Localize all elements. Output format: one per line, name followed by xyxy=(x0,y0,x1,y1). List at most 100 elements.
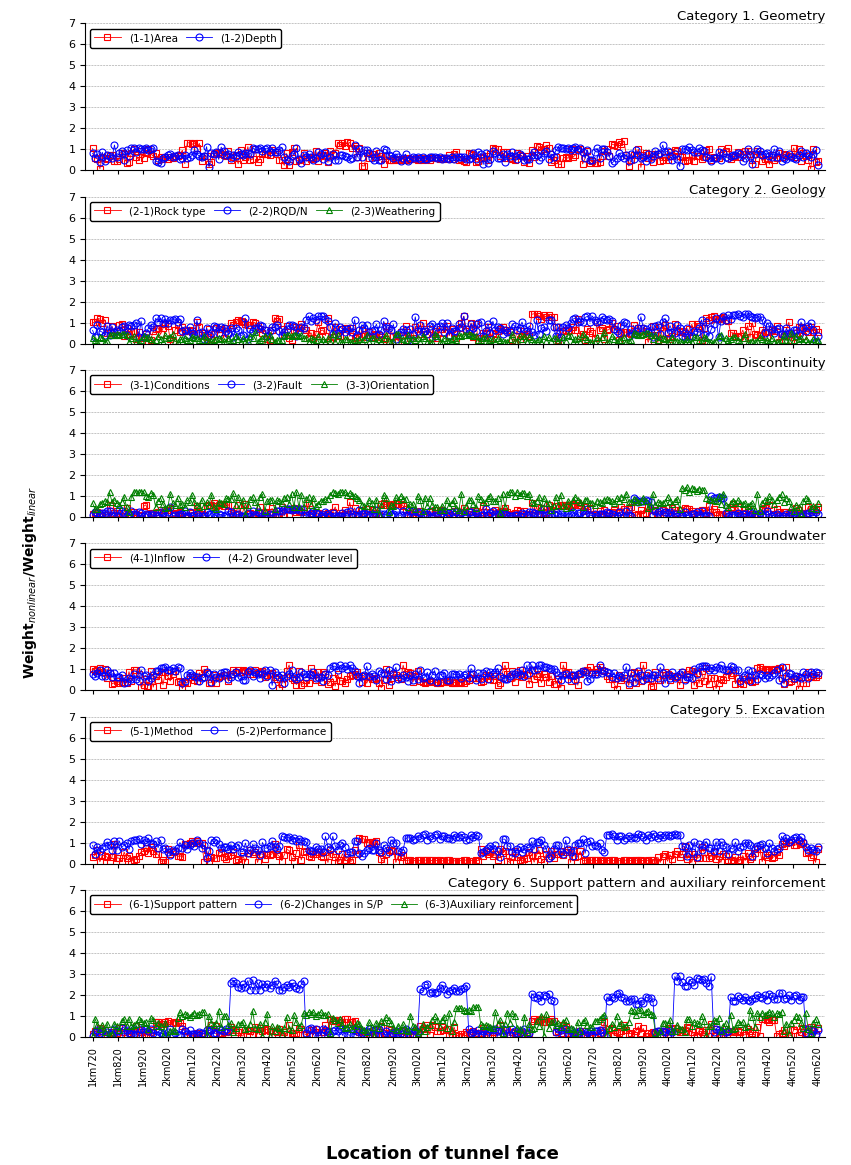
(2-2)RQD/N xyxy=(90,330,100,344)
Line: (5-1)Method: (5-1)Method xyxy=(89,835,821,866)
(3-1)Conditions xyxy=(536,501,546,515)
(3-3)Orientation xyxy=(522,489,532,503)
Line: (6-2)Changes in S/P: (6-2)Changes in S/P xyxy=(89,973,821,1039)
Text: Weight$_{nonlinear}$/Weight$_{linear}$: Weight$_{nonlinear}$/Weight$_{linear}$ xyxy=(20,486,39,679)
(3-1)Conditions xyxy=(813,500,823,514)
(1-2)Depth xyxy=(204,160,214,174)
(2-2)RQD/N xyxy=(699,329,709,343)
(5-2)Performance xyxy=(750,841,760,855)
(3-3)Orientation xyxy=(90,502,100,516)
(4-1)Inflow xyxy=(813,668,823,682)
(5-2)Performance xyxy=(522,840,532,854)
(5-1)Method xyxy=(704,850,714,864)
(3-2)Fault xyxy=(519,507,529,521)
(5-1)Method xyxy=(522,852,532,866)
(2-2)RQD/N xyxy=(517,315,527,329)
(6-2)Changes in S/P xyxy=(522,1026,532,1040)
(2-2)RQD/N xyxy=(747,310,757,324)
(6-1)Support pattern xyxy=(102,1029,112,1043)
(1-1)Area xyxy=(519,155,529,169)
(1-2)Depth xyxy=(109,137,119,151)
(1-2)Depth xyxy=(704,151,714,165)
(3-3)Orientation xyxy=(704,493,714,507)
Line: (6-3)Auxiliary reinforcement: (6-3)Auxiliary reinforcement xyxy=(89,1003,821,1039)
(3-2)Fault xyxy=(139,509,149,523)
(5-2)Performance xyxy=(813,840,823,854)
(2-2)RQD/N xyxy=(813,329,823,343)
(2-1)Rock type xyxy=(529,306,540,320)
(4-2) Groundwater level xyxy=(750,669,760,683)
(6-3)Auxiliary reinforcement xyxy=(88,1029,98,1043)
Text: Location of tunnel face: Location of tunnel face xyxy=(326,1145,559,1163)
(3-1)Conditions xyxy=(345,495,355,509)
(6-1)Support pattern xyxy=(88,1026,98,1040)
(4-1)Inflow xyxy=(88,662,98,676)
(6-3)Auxiliary reinforcement xyxy=(813,1017,823,1031)
(6-2)Changes in S/P xyxy=(750,991,760,1005)
Legend: (4-1)Inflow, (4-2) Groundwater level: (4-1)Inflow, (4-2) Groundwater level xyxy=(90,549,357,567)
(4-1)Inflow xyxy=(90,664,100,678)
Line: (1-2)Depth: (1-2)Depth xyxy=(89,141,821,170)
(5-2)Performance xyxy=(534,835,544,849)
(2-3)Weathering xyxy=(250,325,260,339)
Legend: (5-1)Method, (5-2)Performance: (5-1)Method, (5-2)Performance xyxy=(90,722,331,741)
(6-1)Support pattern xyxy=(750,1029,760,1043)
(4-2) Groundwater level xyxy=(90,669,100,683)
(1-1)Area xyxy=(94,162,105,176)
(2-2)RQD/N xyxy=(88,324,98,338)
(4-2) Groundwater level xyxy=(704,663,714,677)
(6-3)Auxiliary reinforcement xyxy=(90,1011,100,1025)
(1-1)Area xyxy=(813,154,823,168)
(6-2)Changes in S/P xyxy=(704,980,714,994)
(6-3)Auxiliary reinforcement xyxy=(473,1000,483,1014)
(5-1)Method xyxy=(750,847,760,861)
(4-2) Groundwater level xyxy=(595,658,605,672)
Line: (3-3)Orientation: (3-3)Orientation xyxy=(89,483,821,518)
(3-3)Orientation xyxy=(682,480,692,494)
(3-3)Orientation xyxy=(534,490,544,504)
(5-2)Performance xyxy=(88,839,98,853)
(2-3)Weathering xyxy=(100,336,110,350)
(4-2) Groundwater level xyxy=(88,666,98,680)
(2-1)Rock type xyxy=(813,325,823,339)
(5-1)Method xyxy=(524,845,534,859)
Line: (4-2) Groundwater level: (4-2) Groundwater level xyxy=(89,662,821,689)
(6-3)Auxiliary reinforcement xyxy=(747,1010,757,1024)
Line: (2-3)Weathering: (2-3)Weathering xyxy=(89,329,821,346)
(6-3)Auxiliary reinforcement xyxy=(522,1025,532,1039)
(1-2)Depth xyxy=(524,151,534,165)
(4-1)Inflow xyxy=(534,666,544,680)
(1-2)Depth xyxy=(813,158,823,172)
(6-1)Support pattern xyxy=(536,1012,546,1026)
(5-1)Method xyxy=(813,842,823,856)
(1-2)Depth xyxy=(522,153,532,167)
(4-1)Inflow xyxy=(612,683,622,697)
(4-1)Inflow xyxy=(750,673,760,687)
Text: Category 6. Support pattern and auxiliary reinforcement: Category 6. Support pattern and auxiliar… xyxy=(448,877,825,890)
(3-3)Orientation xyxy=(813,496,823,510)
(5-1)Method xyxy=(88,850,98,864)
(3-3)Orientation xyxy=(750,503,760,517)
(6-1)Support pattern xyxy=(325,1011,335,1025)
(1-1)Area xyxy=(88,141,98,155)
(3-2)Fault xyxy=(534,507,544,521)
(1-2)Depth xyxy=(88,147,98,161)
Text: Category 3. Discontinuity: Category 3. Discontinuity xyxy=(656,356,825,370)
(6-3)Auxiliary reinforcement xyxy=(519,1010,529,1024)
(1-2)Depth xyxy=(536,149,546,163)
Legend: (2-1)Rock type, (2-2)RQD/N, (2-3)Weathering: (2-1)Rock type, (2-2)RQD/N, (2-3)Weather… xyxy=(90,202,440,221)
(5-2)Performance xyxy=(704,841,714,855)
(5-2)Performance xyxy=(519,842,529,856)
(2-3)Weathering xyxy=(524,330,534,344)
(3-3)Orientation xyxy=(240,508,250,522)
(3-2)Fault xyxy=(701,508,711,522)
Text: Category 1. Geometry: Category 1. Geometry xyxy=(677,10,825,23)
Line: (2-1)Rock type: (2-1)Rock type xyxy=(89,310,821,346)
(2-2)RQD/N xyxy=(519,323,529,337)
(3-2)Fault xyxy=(813,507,823,521)
(4-2) Groundwater level xyxy=(267,678,277,692)
Line: (3-1)Conditions: (3-1)Conditions xyxy=(89,499,821,520)
(3-2)Fault xyxy=(90,506,100,520)
(2-3)Weathering xyxy=(88,331,98,345)
(6-2)Changes in S/P xyxy=(519,1023,529,1037)
